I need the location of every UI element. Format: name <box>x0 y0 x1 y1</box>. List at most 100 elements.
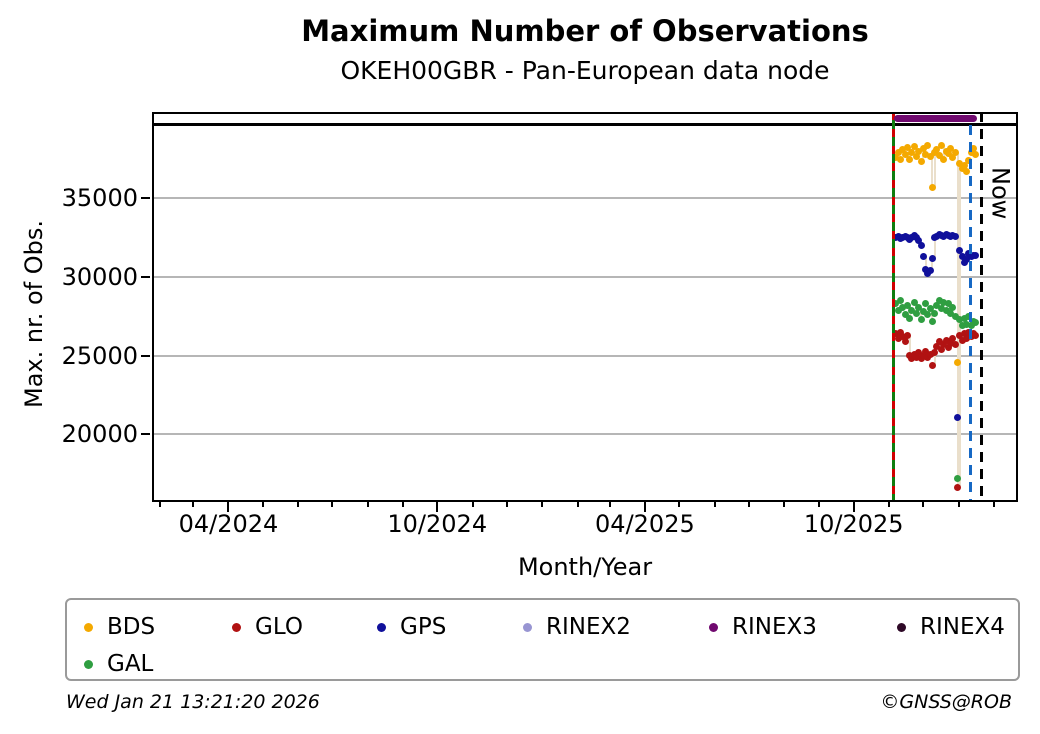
x-minor-tick-2025-09 <box>818 502 821 507</box>
reference-line <box>152 123 1018 127</box>
x-axis-label: Month/Year <box>517 553 653 581</box>
data-point-BDS <box>970 144 977 152</box>
legend-marker-rinex2 <box>523 622 532 632</box>
data-point-GLO <box>960 330 968 338</box>
data-point-BDS <box>972 150 980 158</box>
data-point-GAL <box>960 314 968 322</box>
data-point-GAL <box>917 316 925 324</box>
legend-label-rinex4: RINEX4 <box>920 614 1005 640</box>
legend-label-gps: GPS <box>400 614 447 640</box>
data-point-BDS <box>926 152 934 160</box>
data-point-GPS <box>919 253 927 261</box>
data-point-GAL <box>922 300 930 308</box>
data-point-BDS <box>922 150 930 158</box>
data-point-GAL <box>924 311 932 319</box>
data-point-GAL <box>931 309 939 317</box>
x-minor-tick-2024-06 <box>297 502 300 507</box>
data-point-BDS <box>906 156 914 164</box>
data-point-BDS <box>908 149 916 157</box>
latest-data-line <box>968 125 972 502</box>
data-point-GAL <box>892 300 900 308</box>
data-point-GLO <box>894 334 902 342</box>
data-point-GAL <box>896 297 904 305</box>
data-point-GLO <box>954 484 962 492</box>
data-point-GAL <box>915 303 923 311</box>
data-point-GAL <box>901 311 909 319</box>
gridline-25000 <box>152 354 1018 357</box>
x-minor-tick-2025-06 <box>713 502 716 507</box>
data-point-BDS <box>954 358 962 366</box>
x-minor-tick-2025-12 <box>922 502 925 507</box>
legend-marker-glo <box>232 622 241 632</box>
legend-label-bds: BDS <box>107 614 156 640</box>
data-point-GLO <box>901 338 909 346</box>
data-point-BDS <box>901 150 909 158</box>
data-point-GLO <box>917 355 925 363</box>
data-point-GAL <box>912 309 920 317</box>
legend-label-rinex3: RINEX3 <box>732 614 817 640</box>
plot-area: 20000 25000 30000 35000 04/2024 10/2024 04/202… <box>62 112 1018 538</box>
data-point-GPS <box>963 256 971 264</box>
data-point-GLO <box>956 331 964 339</box>
data-point-BDS <box>949 154 957 162</box>
legend-box: BDS GLO GPS RINEX2 RINEX3 RINEX4 GAL <box>65 598 1020 681</box>
legend-marker-rinex4 <box>897 622 906 632</box>
data-point-BDS <box>960 161 968 169</box>
data-point-GAL <box>919 308 927 316</box>
gridline-20000 <box>152 433 1018 436</box>
data-point-GLO <box>940 341 948 349</box>
y-tick-label: 25000 <box>61 341 138 370</box>
data-point-GPS <box>954 413 962 421</box>
y-tick-label: 35000 <box>61 184 138 213</box>
connector-line <box>933 237 936 259</box>
x-tick-label: 10/2025 <box>803 510 904 538</box>
legend-item-rinex2: RINEX2 <box>523 613 631 641</box>
y-axis-label: Max. nr. of Obs. <box>20 219 48 409</box>
legend-item-rinex4: RINEX4 <box>897 613 1005 641</box>
data-point-BDS <box>910 143 918 151</box>
data-point-GAL <box>940 298 948 306</box>
y-tick-label: 30000 <box>61 263 138 292</box>
data-point-GLO <box>928 361 936 369</box>
x-minor-tick-2025-11 <box>888 502 891 507</box>
data-point-GAL <box>958 322 966 330</box>
data-point-BDS <box>899 146 907 154</box>
data-point-GPS <box>958 253 966 261</box>
data-point-GAL <box>935 297 943 305</box>
data-point-BDS <box>915 147 923 155</box>
data-point-GLO <box>958 336 966 344</box>
data-point-GLO <box>931 349 939 357</box>
x-minor-tick-2024-12 <box>505 502 508 507</box>
data-point-GAL <box>906 314 914 322</box>
legend-marker-bds <box>84 622 93 632</box>
x-minor-tick-2025-01 <box>541 502 544 507</box>
data-point-GAL <box>949 303 957 311</box>
data-point-GPS <box>960 259 968 267</box>
data-point-GAL <box>894 306 902 314</box>
data-point-GAL <box>972 319 980 327</box>
plot-border <box>152 112 1018 502</box>
x-minor-tick-2026-02 <box>993 502 996 507</box>
data-point-BDS <box>938 142 946 150</box>
connector-line <box>933 152 936 188</box>
legend-label-rinex2: RINEX2 <box>546 614 631 640</box>
plot-timestamp: Wed Jan 21 13:21:20 2026 <box>66 691 320 713</box>
x-minor-tick-2024-09 <box>402 502 404 507</box>
x-major-tick-2024-04 <box>227 502 230 512</box>
data-point-GAL <box>926 305 934 313</box>
data-point-GAL <box>933 301 941 309</box>
connector-line <box>958 319 961 479</box>
rinex3-series-line <box>893 114 977 122</box>
data-point-GAL <box>963 320 971 328</box>
legend-label-glo: GLO <box>255 614 303 640</box>
data-point-BDS <box>924 141 932 149</box>
connector-line <box>924 256 927 270</box>
data-point-GPS <box>915 236 923 244</box>
data-point-BDS <box>933 146 941 154</box>
y-tick-35000 <box>141 197 150 200</box>
x-major-tick-2024-10 <box>436 502 439 512</box>
connector-line <box>931 258 934 271</box>
legend-item-gal: GAL <box>84 650 153 678</box>
x-minor-tick-2024-02 <box>158 502 161 507</box>
data-point-BDS <box>944 150 952 158</box>
